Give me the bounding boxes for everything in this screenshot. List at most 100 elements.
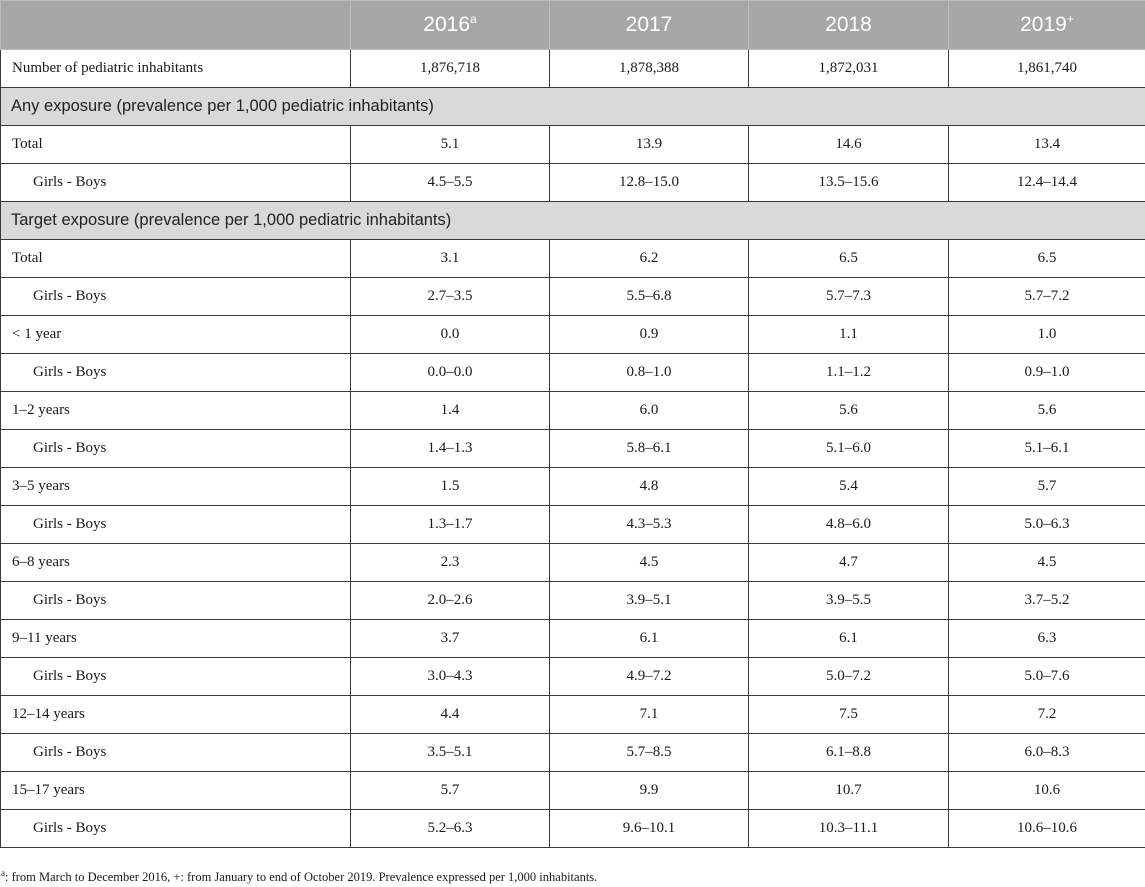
header-year-2016: 2016a [350, 0, 550, 50]
value-cell: 10.3–11.1 [748, 809, 949, 848]
value-cell: 4.5 [549, 543, 749, 582]
value-cell: 4.9–7.2 [549, 657, 749, 696]
row-label: Total [0, 239, 351, 278]
table-body: Number of pediatric inhabitants 1,876,718… [0, 49, 1145, 848]
section-title: Any exposure (prevalence per 1,000 pedia… [0, 87, 1145, 126]
table-row: Total 5.1 13.9 14.6 13.4 [0, 125, 1145, 164]
table-row: 6–8 years 2.3 4.5 4.7 4.5 [0, 543, 1145, 582]
row-label: Girls - Boys [0, 581, 351, 620]
table-row-girls-boys: Girls - Boys 3.0–4.3 4.9–7.2 5.0–7.2 5.0–7.6 [0, 657, 1145, 696]
value-cell: 7.1 [549, 695, 749, 734]
value-cell: 5.6 [948, 391, 1145, 430]
year-label: 2017 [625, 13, 673, 36]
value-cell: 14.6 [748, 125, 949, 164]
value-cell: 5.6 [748, 391, 949, 430]
value-cell: 5.7–7.2 [948, 277, 1145, 316]
table-row: 9–11 years 3.7 6.1 6.1 6.3 [0, 619, 1145, 658]
table-footnote: a: from March to December 2016, +: from … [1, 867, 598, 885]
value-cell: 1.1–1.2 [748, 353, 949, 392]
table-row-girls-boys: Girls - Boys 4.5–5.5 12.8–15.0 13.5–15.6 12.… [0, 163, 1145, 202]
value-cell: 4.8–6.0 [748, 505, 949, 544]
table-row-girls-boys: Girls - Boys 1.3–1.7 4.3–5.3 4.8–6.0 5.0–6.3 [0, 505, 1145, 544]
row-label: Girls - Boys [0, 505, 351, 544]
value-cell: 4.8 [549, 467, 749, 506]
row-label: 15–17 years [0, 771, 351, 810]
value-cell: 6.1 [549, 619, 749, 658]
value-cell: 1.5 [350, 467, 550, 506]
table-row: 12–14 years 4.4 7.1 7.5 7.2 [0, 695, 1145, 734]
value-cell: 5.5–6.8 [549, 277, 749, 316]
value-cell: 5.0–7.2 [748, 657, 949, 696]
table-row-girls-boys: Girls - Boys 1.4–1.3 5.8–6.1 5.1–6.0 5.1–6.1 [0, 429, 1145, 468]
row-label: Girls - Boys [0, 353, 351, 392]
value-cell: 0.9–1.0 [948, 353, 1145, 392]
value-cell: 5.1–6.0 [748, 429, 949, 468]
value-cell: 5.0–6.3 [948, 505, 1145, 544]
value-cell: 4.5 [948, 543, 1145, 582]
row-label: Total [0, 125, 351, 164]
value-cell: 2.0–2.6 [350, 581, 550, 620]
row-label: 9–11 years [0, 619, 351, 658]
footnote-text: : from March to December 2016, +: from J… [5, 870, 598, 884]
value-cell: 2.7–3.5 [350, 277, 550, 316]
prevalence-table: 2016a 2017 2018 2019+ Number of pediatri… [0, 0, 1145, 848]
header-row: 2016a 2017 2018 2019+ [0, 0, 1145, 50]
value-cell: 13.9 [549, 125, 749, 164]
value-cell: 1.3–1.7 [350, 505, 550, 544]
value-cell: 10.6–10.6 [948, 809, 1145, 848]
value-cell: 10.7 [748, 771, 949, 810]
value-cell: 10.6 [948, 771, 1145, 810]
section-header-row: Any exposure (prevalence per 1,000 pedia… [0, 87, 1145, 126]
row-label: Number of pediatric inhabitants [0, 49, 351, 88]
value-cell: 5.1 [350, 125, 550, 164]
footnote-mark: a [1, 867, 5, 878]
row-label: 3–5 years [0, 467, 351, 506]
table-row-girls-boys: Girls - Boys 3.5–5.1 5.7–8.5 6.1–8.8 6.0–8.3 [0, 733, 1145, 772]
value-cell: 4.4 [350, 695, 550, 734]
value-cell: 7.5 [748, 695, 949, 734]
row-label: Girls - Boys [0, 657, 351, 696]
header-year-2017: 2017 [549, 0, 749, 50]
value-cell: 12.4–14.4 [948, 163, 1145, 202]
table-row-girls-boys: Girls - Boys 2.7–3.5 5.5–6.8 5.7–7.3 5.7–7.2 [0, 277, 1145, 316]
value-cell: 5.8–6.1 [549, 429, 749, 468]
value-cell: 6.0–8.3 [948, 733, 1145, 772]
year-label: 2016 [423, 13, 471, 36]
value-cell: 1.0 [948, 315, 1145, 354]
value-cell: 6.2 [549, 239, 749, 278]
value-cell: 5.4 [748, 467, 949, 506]
value-cell: 0.0 [350, 315, 550, 354]
year-footnote-mark: + [1066, 12, 1074, 26]
section-header-row: Target exposure (prevalence per 1,000 pe… [0, 201, 1145, 240]
value-cell: 4.7 [748, 543, 949, 582]
value-cell: 1.1 [748, 315, 949, 354]
table-header: 2016a 2017 2018 2019+ [0, 0, 1145, 50]
value-cell: 13.5–15.6 [748, 163, 949, 202]
value-cell: 4.5–5.5 [350, 163, 550, 202]
value-cell: 3.9–5.1 [549, 581, 749, 620]
table-row: 1–2 years 1.4 6.0 5.6 5.6 [0, 391, 1145, 430]
value-cell: 1.4 [350, 391, 550, 430]
value-cell: 3.9–5.5 [748, 581, 949, 620]
value-cell: 6.3 [948, 619, 1145, 658]
value-cell: 3.5–5.1 [350, 733, 550, 772]
table-row: < 1 year 0.0 0.9 1.1 1.0 [0, 315, 1145, 354]
value-cell: 1,872,031 [748, 49, 949, 88]
value-cell: 7.2 [948, 695, 1145, 734]
value-cell: 5.7–8.5 [549, 733, 749, 772]
value-cell: 12.8–15.0 [549, 163, 749, 202]
value-cell: 2.3 [350, 543, 550, 582]
value-cell: 13.4 [948, 125, 1145, 164]
value-cell: 1,878,388 [549, 49, 749, 88]
value-cell: 5.7 [350, 771, 550, 810]
table-row-girls-boys: Girls - Boys 0.0–0.0 0.8–1.0 1.1–1.2 0.9–1.0 [0, 353, 1145, 392]
table-row-girls-boys: Girls - Boys 5.2–6.3 9.6–10.1 10.3–11.1 10.6… [0, 809, 1145, 848]
value-cell: 3.0–4.3 [350, 657, 550, 696]
table-row: 15–17 years 5.7 9.9 10.7 10.6 [0, 771, 1145, 810]
row-label: Girls - Boys [0, 277, 351, 316]
row-label: 12–14 years [0, 695, 351, 734]
value-cell: 0.8–1.0 [549, 353, 749, 392]
year-label: 2018 [825, 13, 872, 36]
header-year-2019: 2019+ [948, 0, 1145, 50]
value-cell: 6.0 [549, 391, 749, 430]
